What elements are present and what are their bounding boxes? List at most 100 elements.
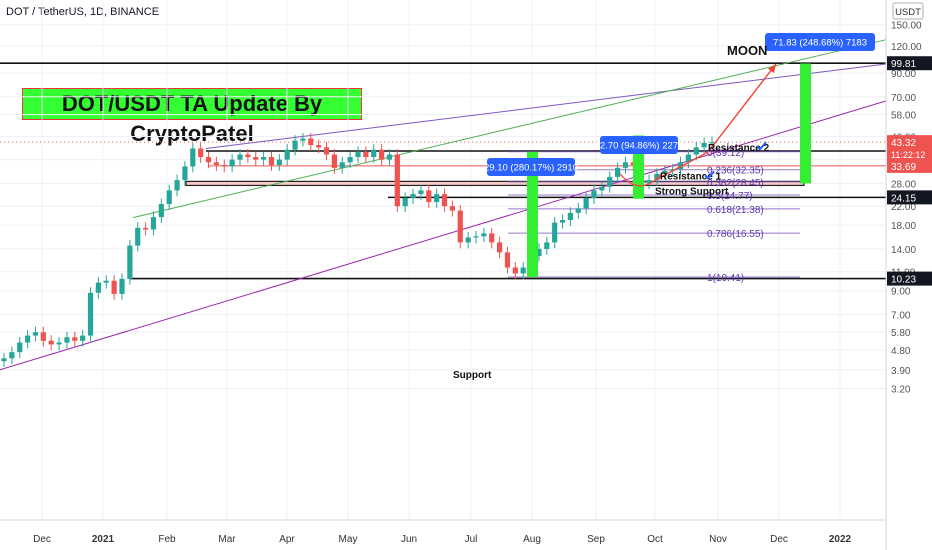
candle-body — [237, 154, 243, 160]
candle-body — [32, 332, 39, 336]
annotation-text: Resistance 2 — [708, 143, 770, 154]
candle-body — [1, 358, 7, 362]
projection-path — [654, 63, 777, 181]
price-tick-label: 14.00 — [891, 245, 916, 256]
candle-body — [261, 157, 267, 160]
annotation-text: Strong Support — [655, 186, 729, 197]
price-tick-label: 120.00 — [891, 42, 922, 53]
candle-body — [457, 210, 463, 243]
price-level-tag-label: 99.81 — [891, 59, 916, 70]
price-tick-label: 9.00 — [891, 287, 911, 298]
price-axis[interactable]: 3.203.904.805.807.009.0011.0014.0018.002… — [885, 0, 932, 550]
candle-body — [559, 220, 566, 223]
candle-body — [119, 278, 125, 294]
candle-body — [567, 212, 573, 221]
price-level-tag-label: 24.15 — [891, 193, 916, 204]
candle-body — [473, 236, 479, 238]
annotation-text: Resistance 1 — [660, 171, 722, 182]
time-tick-label: Apr — [279, 534, 295, 545]
price-tick-label: 90.00 — [891, 69, 916, 80]
measure-bar — [800, 63, 811, 184]
candle-body — [552, 222, 558, 243]
candle-body — [449, 206, 455, 211]
candle-body — [575, 208, 581, 213]
candle-body — [25, 335, 31, 343]
candle-body — [174, 180, 180, 191]
candle-body — [355, 152, 361, 158]
price-tick-label: 18.00 — [891, 221, 916, 232]
price-level-tag — [887, 271, 932, 286]
candle-body — [198, 148, 204, 158]
time-tick-label: Aug — [523, 534, 541, 545]
price-tick-label: 5.80 — [891, 328, 911, 339]
time-axis[interactable]: Dec 2021 Feb Mar Apr May Jun Jul Aug Sep Oct Nov Dec… — [0, 519, 886, 545]
price-tick-label: 7.00 — [891, 310, 911, 321]
candle-body — [95, 282, 101, 293]
price-tick-label: 3.90 — [891, 366, 911, 377]
candle-body — [379, 149, 385, 160]
price-tick-label: 70.00 — [891, 93, 916, 104]
candle-body — [544, 242, 550, 249]
candle-body — [48, 340, 54, 345]
candle-body — [520, 267, 526, 274]
candle-body — [693, 147, 699, 155]
measure-label: 22.70 (94.86%) 2270 — [595, 141, 684, 152]
candle-body — [426, 190, 432, 202]
candle-body — [127, 245, 133, 279]
time-tick-label: Feb — [158, 534, 176, 545]
price-tick-label: 58.00 — [891, 111, 916, 122]
price-tag-label: 43.32 — [891, 138, 916, 149]
time-tick-label: 2022 — [829, 534, 852, 545]
measure-bar — [527, 151, 538, 278]
price-level-tag — [887, 190, 932, 205]
candle-body — [135, 227, 141, 246]
time-tick-label: Jun — [401, 534, 417, 545]
candle-body — [489, 233, 495, 243]
candle-body — [316, 145, 322, 148]
candle-body — [182, 166, 188, 181]
chart-title: DOT / TetherUS, 1D, BINANCE — [6, 6, 160, 18]
trend-line-green — [132, 39, 887, 219]
candle-body — [9, 352, 15, 359]
candle-body — [615, 167, 621, 177]
candle-body — [166, 190, 172, 205]
candle-body — [331, 154, 337, 168]
time-tick-label: Mar — [218, 534, 236, 545]
candle-body — [607, 176, 613, 187]
time-tick-label: Dec — [33, 534, 51, 545]
candle-body — [402, 197, 408, 207]
candle-body — [583, 197, 589, 209]
fib-level-label: 1(10.41) — [707, 273, 744, 284]
time-tick-label: Oct — [647, 534, 663, 545]
candle-body — [245, 154, 251, 158]
candle-body — [591, 190, 597, 198]
measurement-tools: 29.10 (280.17%) 2910 22.70 (94.86%) 2270 7… — [484, 33, 875, 278]
candle-body — [371, 149, 377, 158]
fib-level-label: 0.618(21.38) — [707, 205, 764, 216]
candle-body — [205, 157, 212, 163]
candle-body — [497, 242, 503, 253]
time-tick-label: May — [339, 534, 358, 545]
fib-level-label: 0.236(32.35) — [707, 166, 764, 177]
price-tag — [887, 135, 932, 162]
candle-body — [87, 292, 94, 336]
measure-label: 29.10 (280.17%) 2910 — [484, 163, 578, 174]
candle-body — [504, 252, 511, 268]
candle-body — [410, 194, 416, 198]
candle-body — [103, 280, 109, 283]
candlestick-series — [1, 133, 715, 368]
fib-level-label: 0.786(16.55) — [707, 229, 764, 240]
candle-body — [150, 217, 157, 230]
price-tick-label: 150.00 — [891, 21, 922, 32]
candle-body — [190, 148, 196, 167]
candle-body — [363, 152, 369, 158]
candle-body — [709, 142, 715, 144]
channel-upper-line — [205, 63, 887, 149]
currency-badge-box — [892, 2, 924, 20]
time-tick-label: Dec — [770, 534, 788, 545]
time-tick-label: 2021 — [92, 534, 115, 545]
candle-body — [701, 142, 707, 148]
candle-body — [213, 162, 219, 166]
fib-level-label: 0.5(24.77) — [707, 191, 753, 202]
